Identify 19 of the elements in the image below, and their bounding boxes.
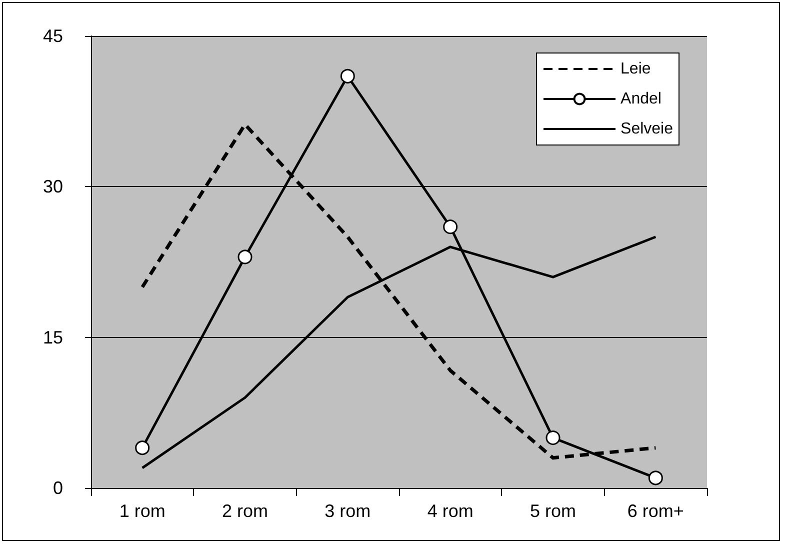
x-tick-label: 1 rom	[119, 501, 166, 521]
legend-label: Leie	[620, 60, 651, 78]
y-tick-label: 15	[42, 327, 63, 348]
point	[135, 440, 150, 456]
x-tick-label: 3 rom	[324, 501, 371, 521]
y-tick-label: 30	[42, 176, 63, 197]
x-tick-label: 6 rom+	[627, 501, 684, 521]
point	[340, 68, 355, 84]
x-tick-label: 2 rom	[222, 501, 268, 521]
x-tick-label: 5 rom	[530, 501, 576, 521]
y-tick-label: 0	[52, 478, 63, 498]
point	[238, 250, 252, 264]
x-tick-label: 4 rom	[427, 501, 474, 521]
y-tick-label: 45	[42, 26, 63, 46]
point	[648, 470, 663, 486]
legend-label: Selveie	[620, 120, 674, 138]
point	[443, 220, 458, 234]
legend-label: Andel	[620, 90, 662, 108]
point	[546, 430, 560, 446]
